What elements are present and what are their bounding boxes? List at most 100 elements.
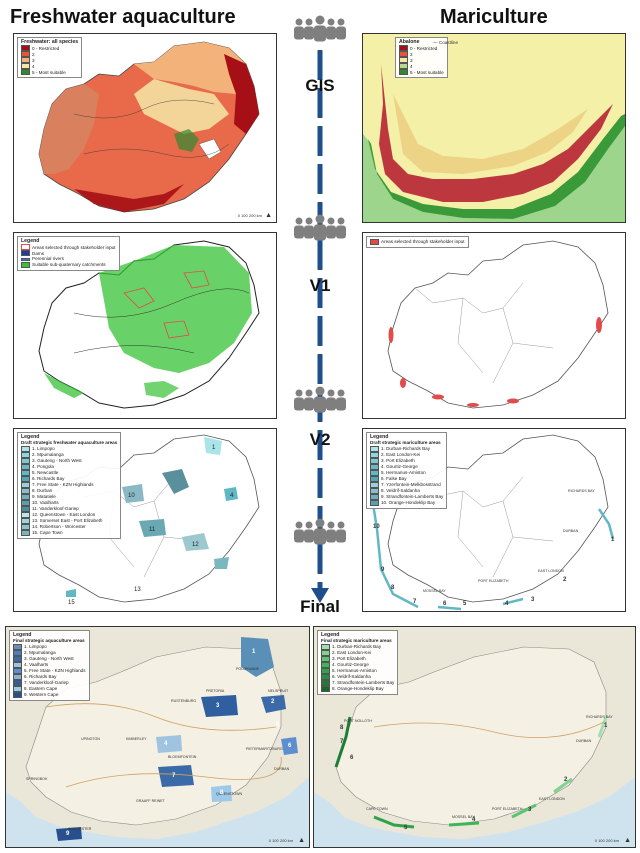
legend-item: 6. False Bay [370,475,443,482]
legend-label: 6. Veldrif-Saldanha [332,674,371,680]
legend-item: 3. Port Elizabeth [370,457,443,464]
town-label: PORT ELIZABETH [492,807,523,811]
legend-label: 4. Vaalharts [24,662,49,668]
people-group-icon [293,385,347,415]
coast-area [597,716,608,738]
legend-item: 2. East London-Kei [370,451,443,458]
legend-label: 9. Matatiele [32,494,56,500]
legend-swatch [21,487,30,494]
legend-item: 0 - Restricted [399,45,444,52]
gis-fresh-legend: Freshwater: all species 0 - Restricted 2… [17,37,83,79]
legend-swatch [370,487,379,494]
town-label: PIETERMARITZBURG [246,747,283,751]
legend-item: 7. Vanderkloof-Gariep [13,679,86,686]
town-label: CAPE TOWN [366,807,388,811]
legend-title: Legend [21,434,40,440]
town-label: KIMBERLEY [126,737,147,741]
area-label: 1 [611,537,615,543]
legend-label: 2. Mpumalanga [24,650,56,656]
legend-swatch [13,643,22,650]
legend-swatch [21,481,30,488]
town-label: WORCESTER [68,827,92,831]
final-area-7 [158,765,194,787]
area-label: 8 [220,790,224,796]
legend-item: 2. Mpumalanga [13,649,86,656]
legend-item: 3 [21,57,78,64]
legend-swatch [370,457,379,464]
legend-item: 9. Matatiele [21,493,117,500]
area-label: 8 [340,725,344,731]
legend-swatch [13,685,22,692]
legend-swatch [21,499,30,506]
town-label: RUSTENBURG [171,699,197,703]
legend-item: 3. Port Elizabeth [321,655,394,662]
legend-label: 8. Eastern Cape [24,686,58,692]
legend-item: 10. Vaalharts [21,499,117,506]
north-arrow-icon: ▲ [298,837,305,844]
legend-label: 9. Western Cape [24,692,59,698]
legend-label: 4. Pongola [32,464,54,470]
town-label: PORT NOLLOTH [344,719,372,723]
legend-subtitle: Final strategic aquaculture areas [13,638,85,644]
town-label: SPRINGBOK [26,777,48,781]
legend-label: 8. Durban [32,488,53,494]
legend-item: 7. Strandfontein-Lamberts Bay [321,679,395,686]
gis-mariculture-map: Abalone 0 - Restricted 2 3 4 5 - Most su… [362,33,626,223]
town-label: DURBAN [576,739,592,743]
legend-item: 7. Yzerfontein-Melkbosstrand [370,481,443,488]
area-label: 4 [230,493,234,499]
legend-item: 8. Eastern Cape [13,685,86,692]
stakeholder-area [400,378,406,388]
legend-swatch [321,673,330,680]
legend-label: 1. Limpopo [24,644,47,650]
north-arrow-icon: ▲ [624,837,631,844]
area-1 [204,437,222,455]
town-label: MOSSEL BAY [423,589,446,593]
legend-label: 13. Somerset East - Port Elizabeth [32,518,103,524]
final-mariculture-map: Legend Final strategic mariculture areas… [313,626,636,848]
legend-subtitle: Draft strategic freshwater aquaculture a… [21,440,118,446]
area-15 [66,589,76,597]
legend-item: Perennial rivers [21,256,116,261]
legend-swatch [321,649,330,656]
area-label: 15 [68,600,75,606]
people-group-icon [293,14,347,44]
v1-fresh-legend: Legend Areas selected through stakeholde… [17,236,120,271]
legend-swatch [370,451,379,458]
legend-label: 5. Free State - KZN Highlands [24,668,86,674]
stakeholder-area [432,394,444,400]
legend-label: 6. False Bay [381,476,407,482]
legend-swatch [21,469,30,476]
legend-subtitle: Draft strategic mariculture areas [370,440,441,446]
legend-swatch [21,445,30,452]
legend-item: 4. Gourtiz-George [370,463,443,470]
coastline-legend: — Coastline [433,40,459,45]
legend-label: 5. Hermanus-Arniston [381,470,426,476]
area-label: 3 [216,703,220,709]
legend-label: 7. Strandfontein-Lamberts Bay [332,680,395,686]
legend-swatch [21,463,30,470]
area-label: 9 [66,831,70,837]
legend-item: 5 - Most suitable [399,69,444,76]
v2-freshwater-map: 1 4 10 11 12 13 15 Legend Draft strategi… [13,428,277,612]
area-label: 1 [212,445,216,451]
north-arrow-icon: ▲ [265,212,272,219]
legend-item: 11. Vanderkloof-Gariep [21,505,117,512]
final-area-4 [156,735,182,753]
town-label: POLOKWANE [236,667,260,671]
legend-item: 4. Vaalharts [13,661,86,668]
area-label: 9 [381,567,385,573]
legend-label: 3. Gauteng - North West [32,458,82,464]
legend-label: 1. Durban-Richards Bay [332,644,382,650]
legend-swatch [21,523,30,530]
legend-item: 5. Hermanus-Arniston [321,667,394,674]
legend-swatch [13,691,22,698]
legend-swatch [370,463,379,470]
final-area-6 [281,737,298,755]
town-label: DURBAN [563,529,579,533]
legend-label: 4. Gourtiz-George [381,464,418,470]
legend-label: 10. Orange-Hondeklip Bay [381,500,436,506]
legend-item: 5. Free State - KZN Highlands [13,667,86,674]
legend-item: 3. Gauteng - North West [21,457,117,464]
scale-bar: 0 100 200 km [237,213,262,218]
